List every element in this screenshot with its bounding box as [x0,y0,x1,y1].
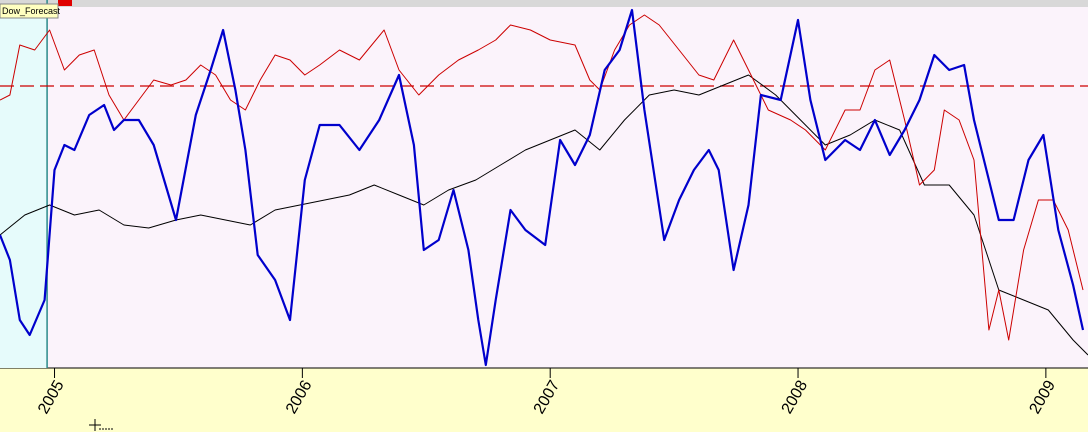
cursor [89,419,114,431]
x-axis-band [0,368,1088,432]
forecast-region [0,8,48,368]
series-line [0,74,1088,356]
top-strip-marker [58,0,72,6]
series-line [0,14,1084,341]
series-line [0,8,1085,367]
top-strip [0,0,1088,7]
marker-label: Dow_Forecast [2,6,61,16]
marker-label-box [0,3,59,19]
